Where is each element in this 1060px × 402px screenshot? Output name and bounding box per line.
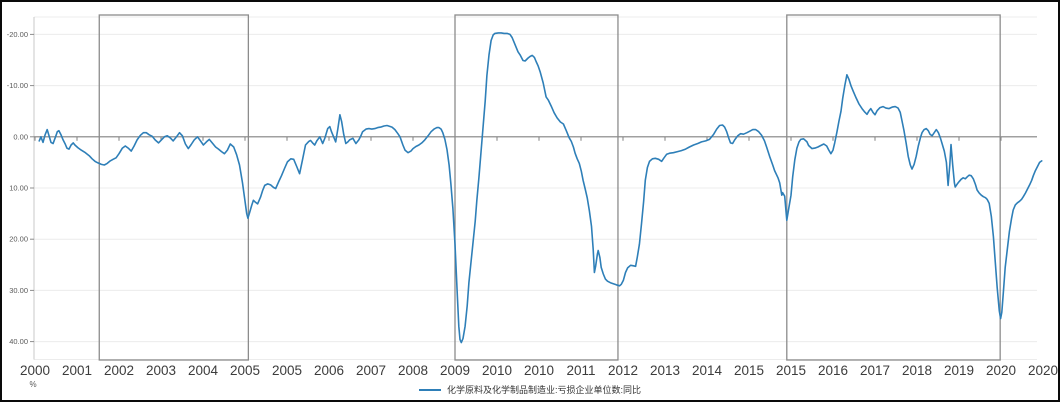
unit-label: % [29, 380, 36, 389]
legend[interactable]: 化学原料及化学制品制造业:亏损企业单位数:同比 [2, 383, 1058, 397]
x-tick-label: 2019 [944, 363, 974, 378]
y-tick-label: 40.00 [9, 337, 28, 346]
highlight-box [454, 14, 619, 361]
y-tick-label: -20.00 [7, 30, 28, 39]
x-tick-label: 2010 [524, 363, 554, 378]
zero-axis [34, 136, 1037, 141]
x-tick-label: 2001 [62, 363, 92, 378]
y-gridlines [34, 16, 1037, 360]
x-tick-label: 2003 [146, 363, 176, 378]
x-tick-label: 2005 [272, 363, 302, 378]
x-tick-label: 2007 [356, 363, 386, 378]
x-tick-label: 2006 [314, 363, 344, 378]
x-tick-label: 2012 [608, 363, 638, 378]
x-tick-label: 2004 [188, 363, 219, 378]
highlight-box [786, 14, 1001, 361]
legend-label: 化学原料及化学制品制造业:亏损企业单位数:同比 [446, 385, 641, 395]
highlight-boxes [98, 14, 1001, 361]
x-tick-labels: 2000 2001 2002 2003 2004 2005 2005 2006 2007 2008… [20, 363, 1058, 378]
x-tick-label: 2017 [860, 363, 890, 378]
x-tick-label: 2020 [986, 363, 1016, 378]
x-tick-label: 2020 [1028, 363, 1058, 378]
highlight-box [98, 14, 250, 361]
y-tick-label: 0.00 [13, 132, 28, 141]
x-tick-label: 2015 [734, 363, 764, 378]
x-tick-label: 2014 [692, 363, 723, 378]
x-tick-label: 2000 [20, 363, 50, 378]
y-axis: -20.00 -10.00 0.00 10.00 20.00 30.00 40.00 [7, 17, 35, 360]
x-tick-label: 2018 [902, 363, 932, 378]
series-line [38, 32, 1043, 344]
y-tick-label: -10.00 [7, 81, 28, 90]
x-tick-label: 2013 [650, 363, 680, 378]
y-tick-label: 20.00 [9, 235, 28, 244]
x-tick-label: 2008 [398, 363, 428, 378]
x-tick-label: 2010 [482, 363, 512, 378]
x-tick-label: 2002 [104, 363, 134, 378]
legend-line-icon [418, 389, 441, 391]
x-tick-label: 2016 [818, 363, 848, 378]
x-tick-label: 2009 [440, 363, 470, 378]
x-tick-label: 2005 [230, 363, 260, 378]
x-tick-label: 2015 [776, 363, 806, 378]
y-tick-label: 10.00 [9, 184, 28, 193]
y-tick-label: 30.00 [9, 286, 28, 295]
x-tick-label: 2011 [566, 363, 595, 378]
